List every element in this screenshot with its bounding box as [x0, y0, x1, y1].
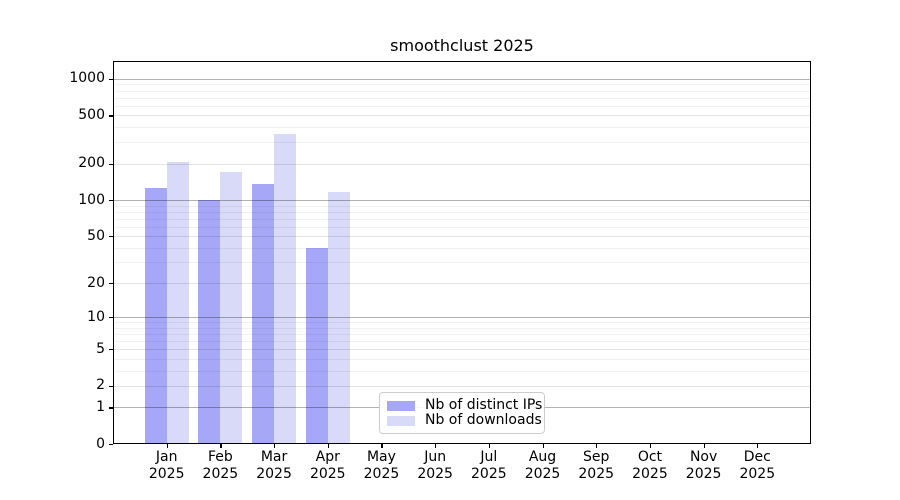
x-tick-label-apr: Apr 2025 — [309, 449, 346, 482]
y-tick-mark-100 — [109, 200, 113, 202]
bar-distinct-ips-jan — [144, 188, 167, 444]
y-tick-label-5: 5 — [96, 340, 105, 357]
bar-downloads-jan — [166, 162, 189, 444]
x-tick-label-nov: Nov 2025 — [685, 449, 722, 482]
gridline-minor-600 — [113, 105, 811, 107]
gridline-minor-9 — [113, 322, 811, 324]
y-tick-label-500: 500 — [78, 106, 105, 123]
bar-downloads-apr — [327, 192, 350, 444]
y-tick-label-20: 20 — [87, 274, 105, 291]
x-tick-mark-may — [381, 444, 383, 448]
bar-distinct-ips-mar — [252, 184, 275, 444]
x-tick-label-may: May 2025 — [363, 449, 400, 482]
gridline-minor-700 — [113, 97, 811, 99]
gridline-minor-7 — [113, 334, 811, 336]
x-tick-mark-feb — [220, 444, 222, 448]
gridline-minor-300 — [113, 142, 811, 144]
gridline-1000 — [113, 78, 811, 80]
y-tick-label-100: 100 — [78, 191, 105, 208]
x-tick-mark-jun — [435, 444, 437, 448]
bar-downloads-feb — [220, 172, 243, 444]
legend-item-distinct-ips: Nb of distinct IPs — [387, 398, 542, 413]
y-tick-mark-0 — [109, 444, 113, 446]
gridline-minor-800 — [113, 90, 811, 92]
gridline-minor-400 — [113, 127, 811, 129]
y-tick-mark-10 — [109, 317, 113, 319]
y-tick-mark-5 — [109, 349, 113, 351]
legend-label-downloads: Nb of downloads — [425, 412, 542, 428]
y-tick-label-1: 1 — [96, 398, 105, 415]
y-tick-mark-50 — [109, 236, 113, 238]
legend-item-downloads: Nb of downloads — [387, 413, 542, 428]
y-tick-label-2: 2 — [96, 377, 105, 394]
y-tick-label-0: 0 — [96, 435, 105, 452]
x-tick-mark-dec — [757, 444, 759, 448]
gridline-20 — [113, 283, 811, 285]
x-tick-label-oct: Oct 2025 — [632, 449, 668, 482]
legend-label-distinct-ips: Nb of distinct IPs — [425, 397, 543, 413]
x-tick-label-dec: Dec 2025 — [739, 449, 776, 482]
gridline-minor-8 — [113, 327, 811, 329]
y-tick-mark-1 — [109, 407, 113, 409]
x-tick-label-sep: Sep 2025 — [578, 449, 615, 482]
gridline-200 — [113, 163, 811, 165]
y-tick-label-1000: 1000 — [69, 70, 105, 87]
y-tick-label-10: 10 — [87, 308, 105, 325]
gridline-minor-3 — [113, 370, 811, 372]
gridline-minor-90 — [113, 205, 811, 207]
x-tick-mark-oct — [649, 444, 652, 448]
gridline-50 — [113, 236, 811, 238]
gridline-minor-70 — [113, 218, 811, 220]
x-tick-mark-jan — [166, 444, 168, 448]
y-tick-label-200: 200 — [78, 155, 105, 172]
legend-swatch-downloads — [387, 415, 415, 426]
x-tick-mark-sep — [596, 444, 598, 448]
x-tick-mark-apr — [327, 444, 329, 448]
y-tick-mark-1000 — [109, 78, 113, 80]
x-tick-mark-jul — [488, 444, 491, 448]
plot-area — [113, 61, 811, 444]
legend-swatch-distinct-ips — [387, 400, 415, 411]
gridline-2 — [113, 385, 811, 387]
gridline-500 — [113, 115, 811, 117]
y-tick-mark-2 — [109, 385, 113, 388]
gridline-minor-60 — [113, 226, 811, 228]
gridline-minor-900 — [113, 84, 811, 86]
gridline-10 — [113, 317, 811, 319]
chart-title: smoothclust 2025 — [390, 36, 534, 55]
x-tick-label-mar: Mar 2025 — [256, 449, 292, 482]
x-tick-mark-mar — [274, 444, 276, 448]
bar-distinct-ips-apr — [305, 247, 328, 444]
x-tick-label-jun: Jun 2025 — [417, 449, 453, 482]
gridline-minor-40 — [113, 247, 811, 249]
bar-distinct-ips-feb — [198, 200, 221, 444]
y-tick-mark-20 — [109, 283, 113, 285]
legend: Nb of distinct IPs Nb of downloads — [379, 392, 545, 434]
y-tick-mark-200 — [109, 163, 113, 165]
gridline-minor-80 — [113, 211, 811, 213]
bar-downloads-mar — [274, 134, 297, 444]
x-tick-label-jan: Jan 2025 — [148, 449, 185, 482]
x-tick-label-jul: Jul 2025 — [471, 449, 507, 482]
x-tick-label-feb: Feb 2025 — [202, 449, 239, 482]
x-tick-mark-aug — [542, 444, 544, 448]
gridline-5 — [113, 349, 811, 351]
gridline-minor-30 — [113, 262, 811, 264]
x-tick-mark-nov — [703, 444, 705, 448]
x-tick-label-aug: Aug 2025 — [524, 449, 561, 482]
gridline-minor-4 — [113, 358, 811, 360]
gridline-100 — [113, 200, 811, 202]
y-tick-mark-500 — [109, 115, 113, 117]
y-tick-label-50: 50 — [87, 227, 105, 244]
gridline-minor-6 — [113, 341, 811, 343]
